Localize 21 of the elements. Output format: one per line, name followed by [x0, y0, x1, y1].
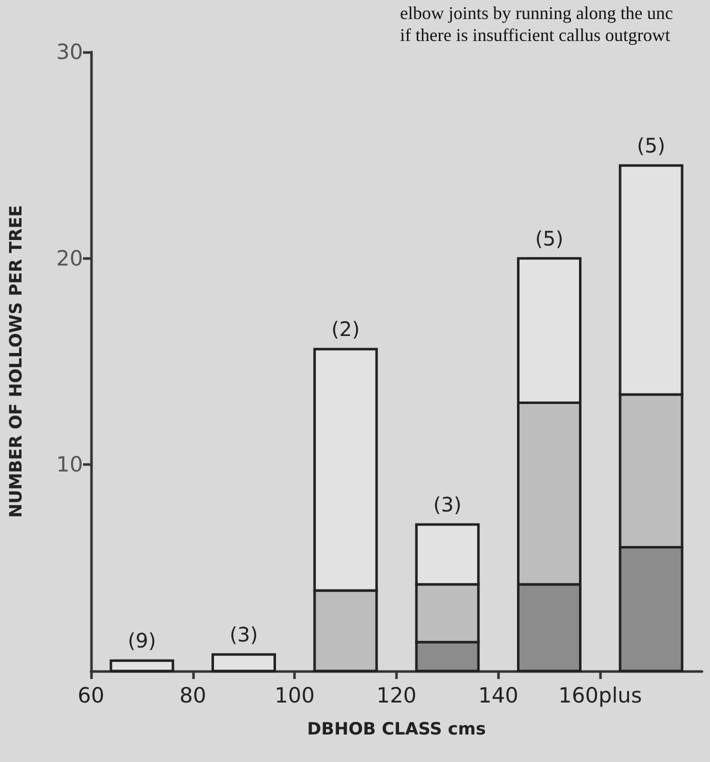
annotation: (5)	[636, 133, 666, 158]
annotation: (5)	[535, 226, 564, 250]
y-tick-label: 10	[56, 452, 83, 477]
x-tick-label: 60	[78, 684, 104, 708]
text: elbow joints by running along the unc	[400, 3, 673, 23]
x-axis-title: DBHOB CLASS cms	[307, 720, 486, 740]
y-tick-label: 30	[56, 40, 83, 64]
bar	[212, 653, 276, 672]
x-tick-label: 80	[179, 684, 206, 708]
annotation: (3)	[230, 622, 258, 646]
x-tick-label: 100	[274, 684, 315, 708]
bar	[110, 659, 174, 672]
x-tick-label: 140	[478, 684, 518, 708]
y-axis-title: NUMBER OF HOLLOWS PER TREE	[6, 205, 26, 518]
annotation: (2)	[331, 317, 360, 342]
text: if there is insufficient callus outgrowt	[400, 25, 670, 45]
annotation: (9)	[128, 628, 156, 653]
y-tick-label: 20	[56, 246, 83, 270]
x-tick-label: 160plus	[558, 684, 642, 708]
x-tick-label: 120	[376, 684, 417, 708]
annotation: (3)	[433, 492, 462, 517]
